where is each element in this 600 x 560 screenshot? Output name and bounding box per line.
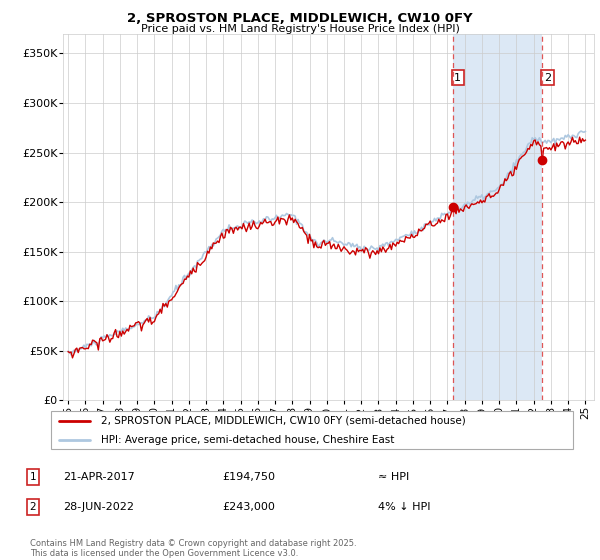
- Text: HPI: Average price, semi-detached house, Cheshire East: HPI: Average price, semi-detached house,…: [101, 435, 394, 445]
- Text: Contains HM Land Registry data © Crown copyright and database right 2025.
This d: Contains HM Land Registry data © Crown c…: [30, 539, 356, 558]
- Text: 1: 1: [454, 73, 461, 83]
- Text: £243,000: £243,000: [222, 502, 275, 512]
- Text: £194,750: £194,750: [222, 472, 275, 482]
- FancyBboxPatch shape: [50, 411, 574, 449]
- Text: 2: 2: [544, 73, 551, 83]
- Text: Price paid vs. HM Land Registry's House Price Index (HPI): Price paid vs. HM Land Registry's House …: [140, 24, 460, 34]
- Text: 4% ↓ HPI: 4% ↓ HPI: [378, 502, 431, 512]
- Text: 2, SPROSTON PLACE, MIDDLEWICH, CW10 0FY: 2, SPROSTON PLACE, MIDDLEWICH, CW10 0FY: [127, 12, 473, 25]
- Text: 2, SPROSTON PLACE, MIDDLEWICH, CW10 0FY (semi-detached house): 2, SPROSTON PLACE, MIDDLEWICH, CW10 0FY …: [101, 416, 466, 426]
- Text: ≈ HPI: ≈ HPI: [378, 472, 409, 482]
- Text: 28-JUN-2022: 28-JUN-2022: [63, 502, 134, 512]
- Text: 2: 2: [29, 502, 37, 512]
- Text: 21-APR-2017: 21-APR-2017: [63, 472, 135, 482]
- Text: 1: 1: [29, 472, 37, 482]
- Bar: [452, 34, 542, 400]
